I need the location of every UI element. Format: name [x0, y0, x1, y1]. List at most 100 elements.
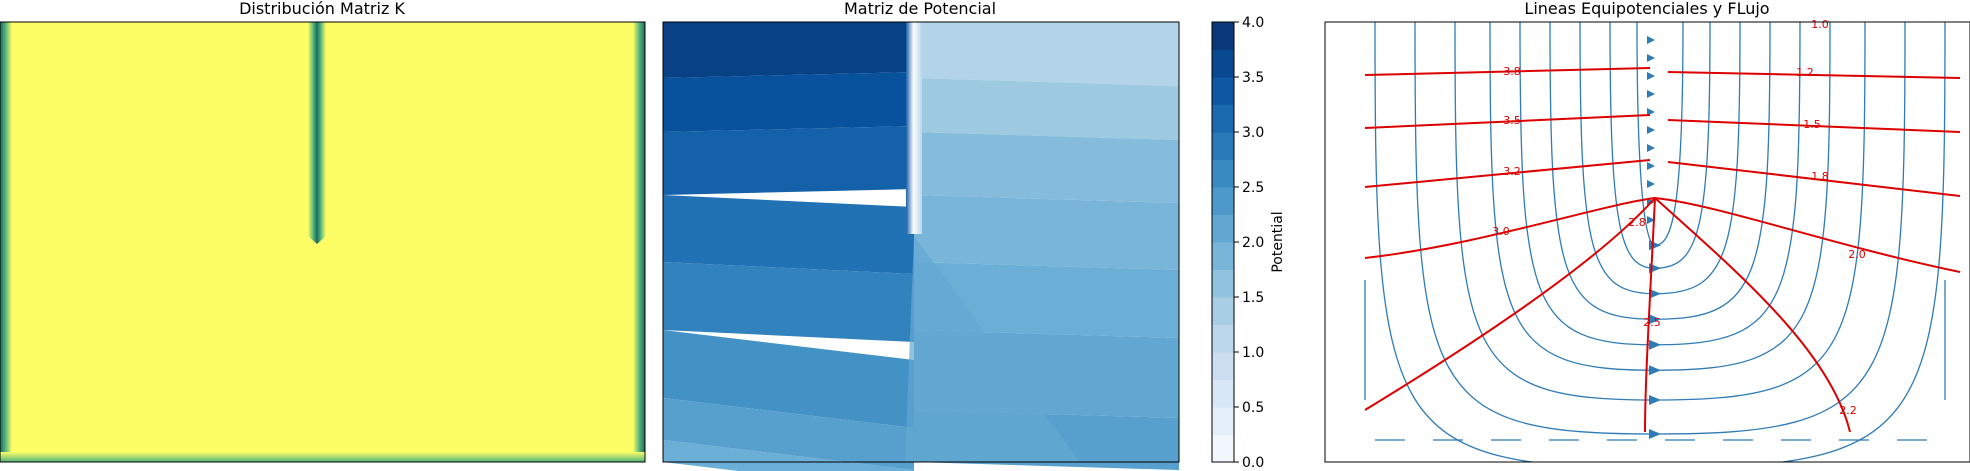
streamline-arrow	[1647, 108, 1655, 116]
equipotential-line	[1364, 159, 1961, 197]
colorbar-tick-label: 0.0	[1242, 455, 1264, 471]
streamline-arrow	[1649, 429, 1661, 439]
colorbar-tick-label: 3.0	[1242, 125, 1264, 141]
colorbar-band	[1212, 379, 1234, 408]
potential-right-bands	[905, 22, 1179, 470]
potential-band-right	[914, 22, 1179, 86]
potential-band-left	[663, 22, 914, 78]
streamline-arrow	[1647, 144, 1655, 152]
streamline-arrow	[1647, 90, 1655, 98]
k-frame	[0, 21, 646, 463]
colorbar-tick-label: 1.0	[1242, 345, 1264, 361]
k-edge-right	[633, 22, 645, 462]
k-edge-left	[0, 22, 12, 462]
colorbar-band	[1212, 159, 1234, 188]
equipotential-line	[1364, 114, 1961, 133]
equipotential-label: 2.0	[1848, 248, 1866, 261]
potential-left-bands	[663, 22, 914, 471]
colorbar-band	[1212, 297, 1234, 325]
k-edge-bottom	[0, 452, 645, 462]
equipotential-label: 3.5	[1503, 114, 1521, 127]
colorbar-band	[1212, 187, 1234, 215]
panel-potential: Matriz de Potencial	[662, 0, 1180, 471]
colorbar-band	[1212, 324, 1234, 353]
potential-band-left	[663, 330, 914, 428]
flow-frame	[1324, 21, 1970, 463]
colorbar-tick-label: 2.5	[1242, 180, 1264, 196]
equipotential-label: 3.2	[1503, 165, 1521, 178]
colorbar-band	[1212, 269, 1234, 298]
equipotential-label: 1.8	[1811, 170, 1829, 183]
equipotential-label: 1.0	[1811, 18, 1829, 31]
colorbar-tick-label: 4.0	[1242, 15, 1264, 31]
k-barrier	[308, 22, 326, 244]
streamline	[1374, 22, 1946, 462]
potential-band-left	[663, 126, 914, 195]
colorbar-tick-label: 0.5	[1242, 400, 1264, 416]
equipotential-label: 1.5	[1803, 118, 1821, 131]
equipotential-label: 3.8	[1503, 65, 1521, 78]
streamline-arrow	[1649, 395, 1661, 405]
streamline-arrow	[1647, 54, 1655, 62]
colorbar-band	[1212, 434, 1234, 463]
equipotential-labels: 3.8 1.2 3.5 1.5 3.2 1.8 2.8 3.0 2.0 2.5 2.2 1.0	[1492, 18, 1866, 417]
colorbar-band	[1212, 242, 1234, 270]
colorbar-band	[1212, 407, 1234, 435]
panel-flow-title: Lineas Equipotenciales y FLujo	[1524, 0, 1769, 18]
streamline-arrow	[1649, 339, 1661, 350]
potential-band-right	[914, 195, 1179, 270]
potential-band-left	[663, 72, 914, 132]
potential-fan	[905, 236, 1080, 462]
streamline-arrow	[1647, 72, 1655, 80]
colorbar-band	[1212, 77, 1234, 105]
panel-potential-title: Matriz de Potencial	[844, 0, 996, 18]
colorbar-label: Potential	[1270, 211, 1286, 272]
colorbar-tick-label: 3.5	[1242, 70, 1264, 86]
streamline-arrow	[1649, 314, 1661, 325]
potential-band-right	[914, 78, 1179, 140]
colorbar-band	[1212, 22, 1234, 50]
colorbar-band	[1212, 49, 1234, 78]
colorbar-band	[1212, 104, 1234, 133]
streamline-arrow	[1647, 126, 1655, 134]
potential-band-left	[663, 195, 914, 274]
equipotential-line	[1364, 67, 1961, 79]
potential-band-right	[914, 132, 1179, 203]
equipotential-line	[1364, 197, 1656, 411]
equipotential-label: 1.2	[1796, 66, 1814, 79]
colorbar-tick-label: 1.5	[1242, 290, 1264, 306]
colorbar-band	[1212, 352, 1234, 380]
potential-band-left	[663, 262, 914, 342]
streamline-arrow	[1647, 162, 1655, 170]
streamline-arrow	[1647, 36, 1655, 44]
colorbar-band	[1212, 214, 1234, 243]
potential-barrier	[906, 22, 922, 234]
streamlines	[1364, 22, 1946, 471]
panel-k: Distribución Matriz K	[0, 0, 646, 463]
colorbar-bands	[1212, 22, 1234, 463]
panel-k-title: Distribución Matriz K	[239, 0, 405, 18]
equipotential-line	[1654, 197, 1851, 433]
colorbar-band	[1212, 132, 1234, 160]
streamline-arrow	[1649, 365, 1661, 376]
colorbar: 0.0 0.5 1.0 1.5 2.0 2.5 3.0 3.5 4.0 Potential	[1211, 15, 1286, 471]
streamline-arrow	[1649, 288, 1661, 299]
streamline-arrow	[1649, 463, 1661, 471]
equipotential-line	[1644, 197, 1656, 433]
potential-frame	[662, 21, 1180, 463]
flow-background	[1325, 22, 1970, 462]
equipotential-label: 3.0	[1492, 225, 1510, 238]
equipotential-lines	[1364, 67, 1961, 433]
equipotential-label: 2.2	[1839, 404, 1857, 417]
colorbar-tick-label: 2.0	[1242, 235, 1264, 251]
potential-band-right	[914, 262, 1179, 338]
potential-band-left	[663, 398, 914, 470]
streamline-arrow	[1647, 216, 1655, 224]
colorbar-ticks: 0.0 0.5 1.0 1.5 2.0 2.5 3.0 3.5 4.0	[1234, 15, 1264, 471]
potential-band-left	[663, 440, 914, 471]
panel-flow: Lineas Equipotenciales y FLujo 3.8 1.2 3.5…	[1324, 0, 1970, 471]
equipotential-label: 2.8	[1628, 216, 1646, 229]
streamline-arrow	[1647, 180, 1655, 188]
